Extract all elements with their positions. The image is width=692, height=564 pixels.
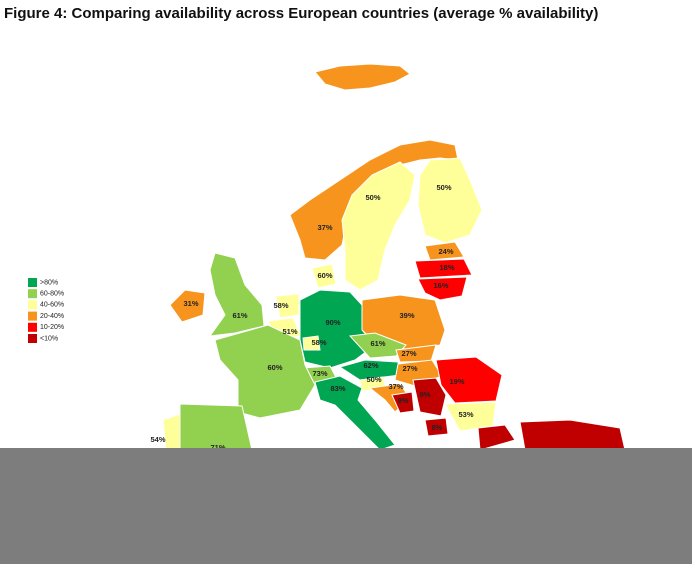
legend-label: <10% <box>40 335 58 342</box>
country-value: 31% <box>183 299 198 308</box>
country <box>169 289 206 323</box>
country <box>519 419 626 451</box>
country-value: 27% <box>401 349 416 358</box>
country <box>208 252 265 337</box>
legend-label: 20-40% <box>40 313 64 320</box>
country <box>391 391 415 414</box>
country-value: 73% <box>312 369 327 378</box>
country <box>412 377 447 417</box>
country-value: 62% <box>363 361 378 370</box>
country-value: 50% <box>436 183 451 192</box>
country-value: 50% <box>365 193 380 202</box>
country-value: 19% <box>449 377 464 386</box>
legend-swatch <box>28 334 37 343</box>
country-value: 58% <box>273 301 288 310</box>
country-value: 54% <box>150 435 165 444</box>
country-value: 37% <box>388 382 403 391</box>
legend-swatch <box>28 300 37 310</box>
country <box>424 241 465 261</box>
country-value: 51% <box>282 327 297 336</box>
country <box>302 335 321 351</box>
country-value: 9% <box>398 396 409 405</box>
country-value: 27% <box>402 364 417 373</box>
country-value: 18% <box>439 263 454 272</box>
legend-swatch <box>28 322 37 332</box>
country <box>341 161 416 291</box>
country-value: 58% <box>311 338 326 347</box>
country-value: 71% <box>210 443 225 452</box>
country-value: 16% <box>433 281 448 290</box>
legend-swatch <box>28 278 37 287</box>
country <box>417 157 483 244</box>
country-value: 60% <box>267 363 282 372</box>
legend-swatch <box>28 311 37 321</box>
country-value: 60% <box>317 271 332 280</box>
country-value: 24% <box>438 247 453 256</box>
country-value: 61% <box>232 311 247 320</box>
country-value: 8% <box>432 423 443 432</box>
country <box>414 258 473 279</box>
country-value: 50% <box>366 375 381 384</box>
country <box>289 139 459 261</box>
country <box>311 263 337 289</box>
country <box>275 293 300 319</box>
legend-label: 40-60% <box>40 302 64 309</box>
overlay-band <box>0 448 692 564</box>
legend-swatch <box>28 289 37 299</box>
country-value: 39% <box>399 311 414 320</box>
country-value: 37% <box>317 223 332 232</box>
country <box>435 356 503 404</box>
legend-label: >80% <box>40 279 58 286</box>
legend-label: 60-80% <box>40 291 64 298</box>
country-value: 90% <box>325 318 340 327</box>
country-value: 61% <box>370 339 385 348</box>
country <box>424 417 449 437</box>
country-value: 53% <box>458 410 473 419</box>
title: Figure 4: Comparing availability across … <box>4 5 598 22</box>
country <box>214 324 316 419</box>
country-value: 9% <box>420 390 431 399</box>
country <box>477 424 516 451</box>
country <box>314 375 396 451</box>
country <box>314 63 411 91</box>
country <box>417 276 468 301</box>
country-value: 83% <box>330 384 345 393</box>
legend-label: 10-20% <box>40 324 64 331</box>
